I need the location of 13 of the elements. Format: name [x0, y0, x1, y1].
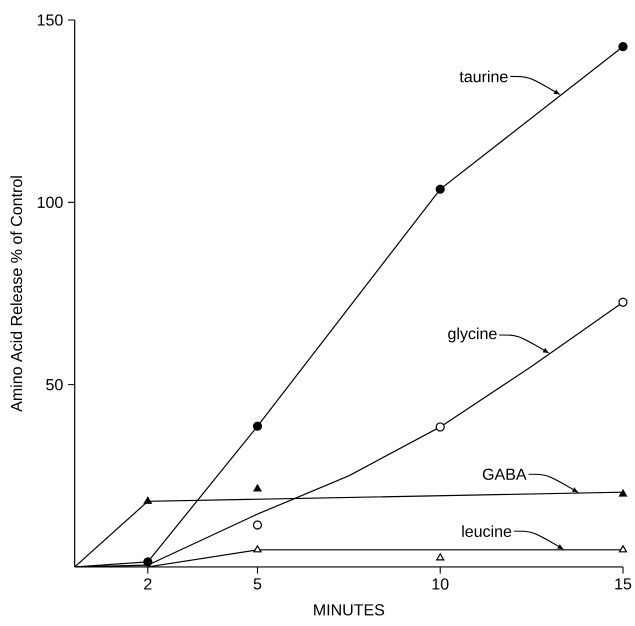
- y-tick-label: 100: [38, 196, 63, 208]
- annotation: leucine: [462, 525, 512, 538]
- y-tick-label: 150: [38, 14, 63, 26]
- y-axis-title: Amino Acid Release % of Control: [10, 176, 22, 412]
- x-tick-label: 10: [432, 578, 449, 590]
- annotation: taurine: [460, 70, 508, 82]
- annotation: glycine: [448, 328, 497, 343]
- annotation: GABA: [482, 468, 527, 480]
- x-tick-label: 15: [615, 578, 632, 590]
- x-tick-label: 2: [144, 578, 152, 590]
- y-tick-label: 50: [46, 379, 63, 390]
- x-axis-title: MINUTES: [314, 604, 384, 616]
- x-tick-label: 5: [254, 578, 262, 590]
